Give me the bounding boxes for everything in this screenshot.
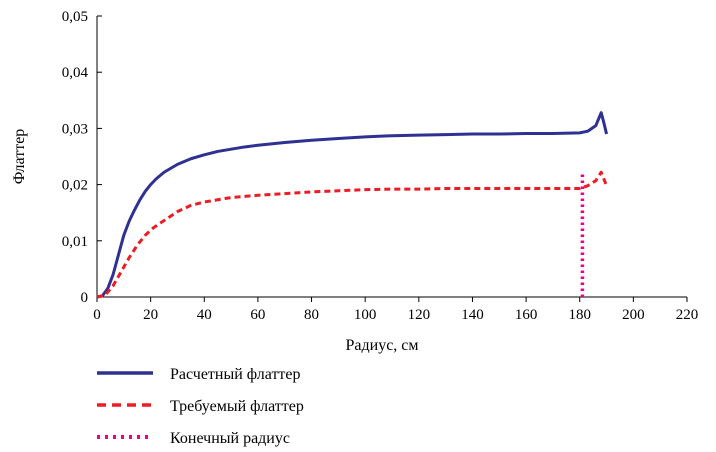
- x-tick-label: 200: [622, 307, 645, 323]
- y-tick-label: 0,03: [62, 121, 88, 137]
- x-tick-label: 100: [354, 307, 377, 323]
- x-tick-label: 20: [143, 307, 158, 323]
- y-axis-title: Флаттер: [11, 129, 28, 185]
- legend-label-2: Требуемый флаттер: [170, 398, 304, 415]
- series-line-2: [96, 170, 608, 299]
- y-tick-label: 0,04: [62, 65, 89, 81]
- x-tick-label: 180: [568, 307, 591, 323]
- series-line-1: [96, 111, 609, 299]
- axes: [96, 16, 687, 298]
- legend-label-1: Расчетный флаттер: [170, 366, 301, 383]
- y-axis-ticks: 0 0,01 0,02 0,03 0,04 0,05: [62, 9, 102, 306]
- y-tick-label: 0,05: [62, 9, 88, 25]
- y-tick-label: 0,02: [62, 178, 88, 194]
- x-tick-label: 40: [197, 307, 212, 323]
- legend: Расчетный флаттер Требуемый флаттер Конечн…: [97, 366, 304, 447]
- x-tick-label: 120: [408, 307, 431, 323]
- x-tick-label: 80: [304, 307, 319, 323]
- legend-label-3: Конечный радиус: [170, 430, 290, 447]
- x-axis-title: Радиус, см: [345, 337, 418, 354]
- y-tick-label: 0,01: [62, 234, 88, 250]
- series-layer: [96, 111, 609, 299]
- x-tick-label: 140: [461, 307, 484, 323]
- x-tick-label: 160: [515, 307, 538, 323]
- x-tick-label: 0: [93, 307, 101, 323]
- x-tick-label: 60: [250, 307, 265, 323]
- x-axis-ticks: 0 20 40 60 80 100 120 140 160 180 200 220: [93, 297, 698, 323]
- x-tick-label: 220: [676, 307, 699, 323]
- y-tick-label: 0: [81, 290, 89, 306]
